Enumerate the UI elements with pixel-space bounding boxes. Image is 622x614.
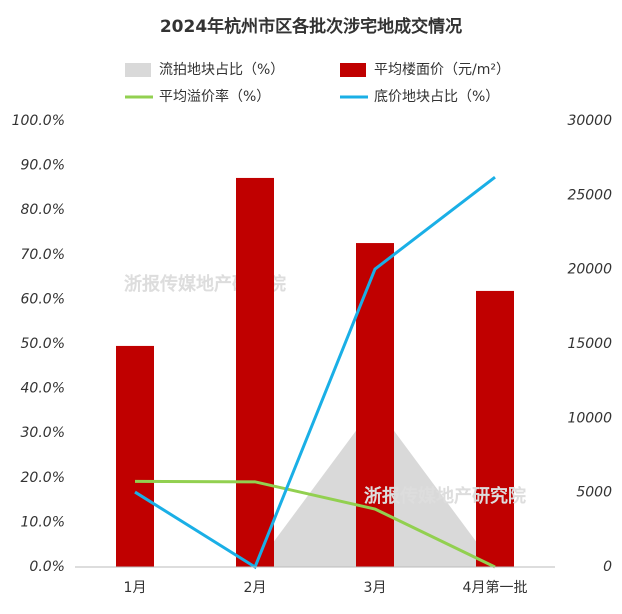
line: [134, 176, 496, 570]
bar: [476, 290, 514, 567]
y2-tick-label: 30000: [567, 113, 612, 129]
y-tick-label: 0.0%: [29, 559, 65, 575]
legend-swatch: [340, 63, 366, 77]
y2-tick-label: 25000: [567, 187, 612, 203]
legend-swatch: [125, 63, 151, 77]
legend-label: 平均溢价率（%）: [159, 88, 270, 105]
watermark: 浙报传媒地产研究院: [364, 485, 526, 507]
x-tick-label: 3月: [364, 580, 387, 596]
chart-title: 2024年杭州市区各批次涉宅地成交情况: [160, 16, 462, 37]
y-tick-label: 40.0%: [21, 381, 65, 397]
y-tick-label: 100.0%: [12, 113, 65, 129]
y-tick-label: 50.0%: [21, 336, 65, 352]
y-tick-label: 80.0%: [21, 202, 65, 218]
bar: [116, 345, 154, 567]
y-tick-label: 60.0%: [21, 291, 65, 307]
bar: [236, 177, 274, 567]
y-tick-label: 10.0%: [21, 514, 65, 530]
line: [134, 479, 496, 569]
x-tick-label: 2月: [244, 580, 267, 596]
y-tick-label: 70.0%: [21, 247, 65, 263]
legend-label: 底价地块占比（%）: [374, 89, 499, 105]
x-tick-label: 1月: [124, 580, 147, 596]
y2-tick-label: 15000: [567, 336, 612, 352]
y2-tick-label: 20000: [567, 262, 612, 278]
y-tick-label: 30.0%: [21, 425, 65, 441]
x-tick-label: 4月第一批: [463, 579, 528, 596]
y-tick-label: 90.0%: [21, 158, 65, 174]
y2-tick-label: 10000: [567, 410, 612, 426]
area: [135, 405, 495, 567]
y2-tick-label: 0: [603, 559, 612, 575]
legend-label: 平均楼面价（元/m²）: [374, 62, 510, 78]
y2-tick-label: 5000: [576, 485, 612, 501]
legend-label: 流拍地块占比（%）: [159, 62, 284, 78]
y-tick-label: 20.0%: [21, 470, 65, 486]
bar: [356, 243, 394, 567]
